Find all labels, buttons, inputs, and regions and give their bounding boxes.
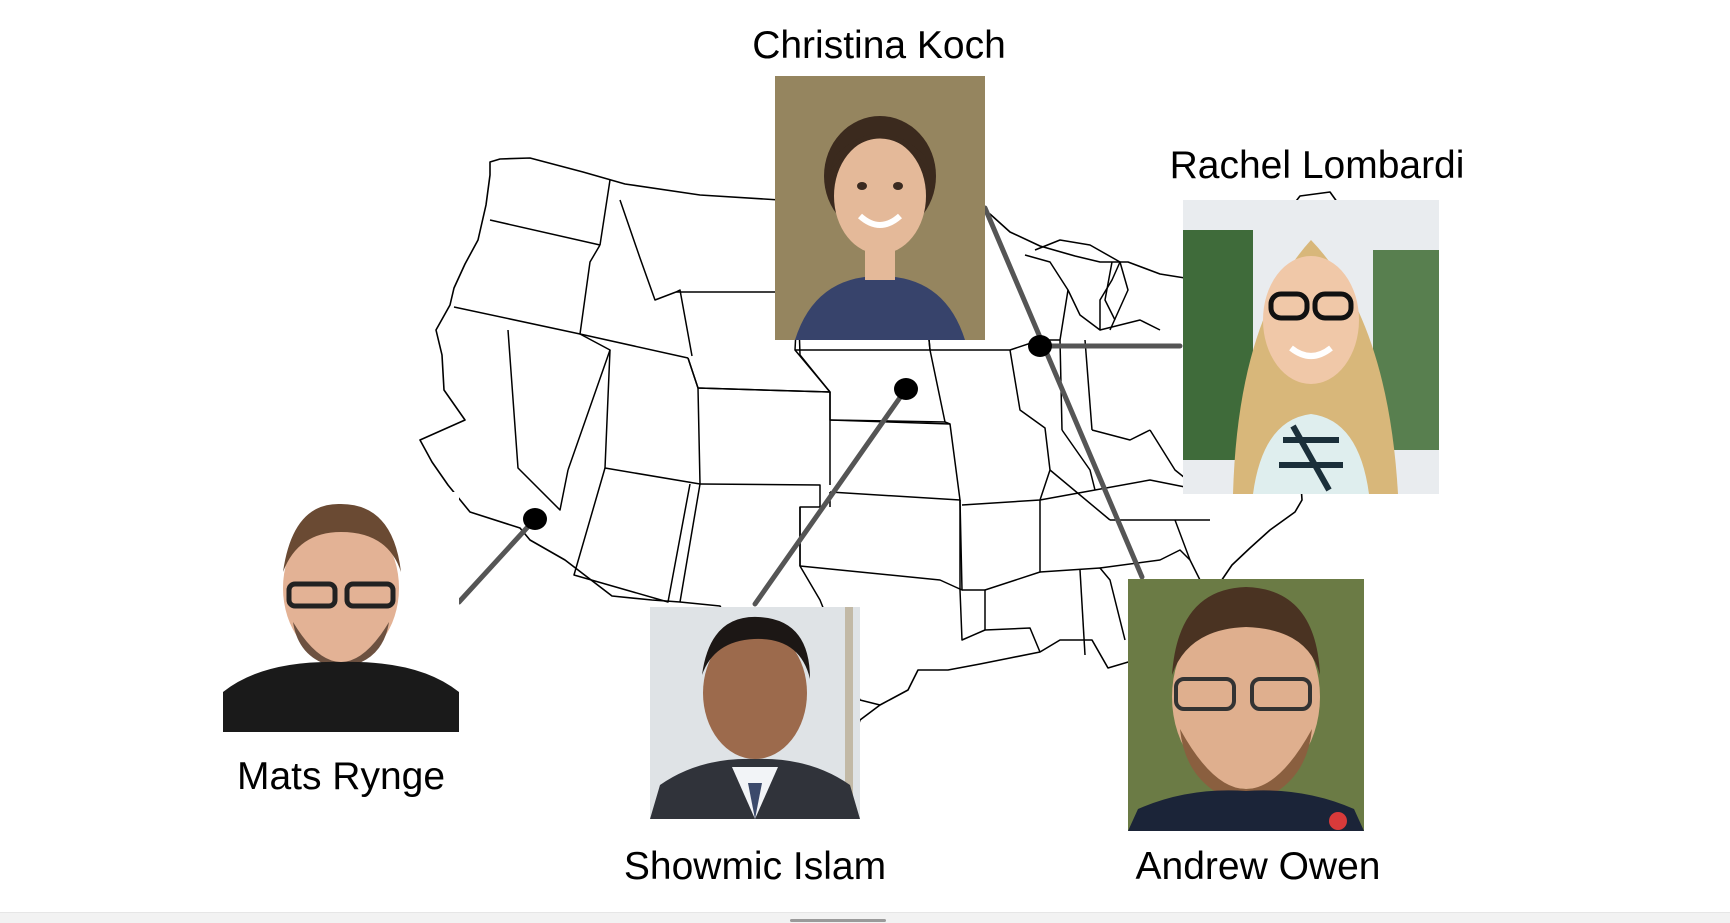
name-andrew: Andrew Owen xyxy=(1135,845,1381,888)
location-marker-christina-rachel xyxy=(1028,335,1052,357)
connector-showmic xyxy=(752,386,909,607)
name-showmic: Showmic Islam xyxy=(623,845,887,888)
portrait-icon xyxy=(223,492,459,732)
portrait-icon xyxy=(1128,579,1364,831)
name-christina: Christina Koch xyxy=(752,24,1006,67)
photo-showmic xyxy=(650,607,860,819)
portrait-icon xyxy=(1183,200,1439,494)
connector-mats xyxy=(456,516,538,605)
location-marker-showmic xyxy=(894,378,918,400)
photo-mats xyxy=(223,492,459,732)
portrait-icon xyxy=(650,607,860,819)
photo-rachel xyxy=(1183,200,1439,494)
photo-christina xyxy=(775,76,985,340)
location-marker-mats xyxy=(523,508,547,530)
name-rachel: Rachel Lombardi xyxy=(1169,144,1465,187)
photo-andrew xyxy=(1128,579,1364,831)
bottom-strip xyxy=(0,912,1730,923)
name-mats: Mats Rynge xyxy=(236,755,446,798)
scroll-handle[interactable] xyxy=(790,919,886,922)
portrait-icon xyxy=(775,76,985,340)
connector-christina xyxy=(982,205,1145,580)
